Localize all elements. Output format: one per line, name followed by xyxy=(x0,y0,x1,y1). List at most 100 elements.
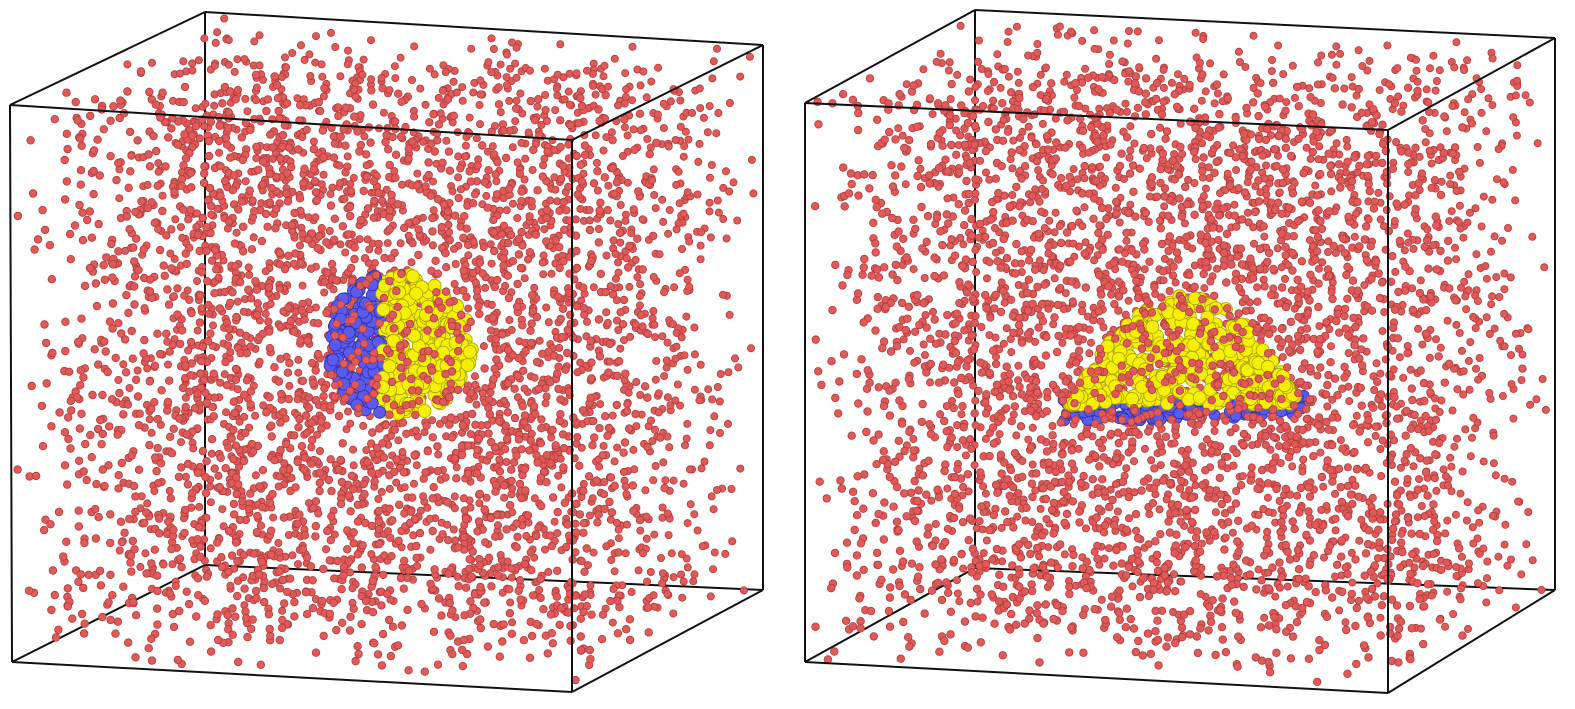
solvent-particle xyxy=(101,347,110,356)
solvent-particle xyxy=(622,625,631,634)
solvent-particle xyxy=(408,239,417,248)
solvent-particle xyxy=(77,314,86,323)
solvent-particle xyxy=(459,286,468,295)
solvent-particle xyxy=(115,194,124,203)
solvent-particle xyxy=(298,133,307,142)
solvent-particle xyxy=(218,505,227,514)
solvent-particle xyxy=(240,584,249,593)
solvent-particle xyxy=(633,234,642,243)
solvent-particle xyxy=(347,471,357,480)
solvent-particle xyxy=(593,518,602,527)
solvent-particle xyxy=(173,655,182,665)
solvent-particle xyxy=(486,240,495,249)
solvent-particle xyxy=(623,520,632,529)
solvent-particle xyxy=(124,183,133,192)
solvent-particle xyxy=(98,390,107,400)
solvent-particle xyxy=(123,638,133,647)
solvent-particle xyxy=(538,258,547,267)
solvent-particle xyxy=(704,385,713,394)
solvent-particle xyxy=(84,570,93,579)
solvent-particle xyxy=(332,276,341,285)
solvent-particle xyxy=(429,206,438,215)
solvent-particle xyxy=(395,500,404,509)
solvent-particle xyxy=(447,321,457,331)
solvent-particle xyxy=(649,306,658,315)
solvent-particle xyxy=(221,133,231,143)
solvent-particle xyxy=(379,108,388,117)
solvent-particle xyxy=(253,299,262,308)
solvent-particle xyxy=(1230,200,1239,209)
solvent-particle xyxy=(242,376,251,385)
solvent-particle xyxy=(576,645,586,655)
solvent-particle xyxy=(498,637,507,646)
solvent-particle xyxy=(466,430,475,439)
solvent-particle xyxy=(445,166,455,175)
solvent-particle xyxy=(214,471,223,480)
solvent-particle xyxy=(170,187,179,197)
solvent-particle xyxy=(428,213,437,223)
solvent-particle xyxy=(85,263,95,273)
solvent-particle xyxy=(399,468,408,477)
solvent-particle xyxy=(1317,51,1326,60)
solvent-particle xyxy=(643,603,653,612)
solvent-particle xyxy=(82,475,91,485)
solvent-particle xyxy=(438,530,447,539)
solvent-particle xyxy=(613,316,622,325)
solvent-particle xyxy=(189,444,198,453)
solvent-particle xyxy=(600,173,609,182)
solvent-particle xyxy=(216,162,225,171)
solvent-particle xyxy=(385,410,394,419)
solvent-particle xyxy=(550,517,559,526)
solvent-particle xyxy=(635,301,644,310)
solvent-particle xyxy=(463,240,473,250)
solvent-particle xyxy=(556,395,565,404)
solvent-particle xyxy=(327,486,336,496)
solvent-particle xyxy=(520,384,529,393)
solvent-particle xyxy=(727,484,736,493)
solvent-particle xyxy=(147,428,156,437)
solvent-particle xyxy=(291,483,300,492)
solvent-particle xyxy=(273,80,282,90)
solvent-particle xyxy=(294,355,303,364)
solvent-particle xyxy=(625,282,634,291)
solvent-particle xyxy=(139,518,149,528)
solvent-particle xyxy=(377,601,386,610)
solvent-particle xyxy=(242,349,251,358)
solvent-particle xyxy=(185,295,194,304)
solvent-particle xyxy=(573,368,582,377)
solvent-particle xyxy=(555,343,564,352)
solvent-particle xyxy=(647,416,656,425)
solvent-particle xyxy=(92,479,101,489)
solvent-particle xyxy=(537,415,546,424)
solvent-particle xyxy=(76,570,85,579)
solvent-particle xyxy=(153,479,163,488)
solvent-particle xyxy=(319,392,328,401)
solvent-particle xyxy=(246,387,256,396)
solvent-particle xyxy=(608,411,617,420)
solvent-particle xyxy=(106,116,115,125)
solvent-particle xyxy=(487,582,496,591)
solvent-particle xyxy=(350,254,359,264)
solvent-particle xyxy=(512,543,521,552)
solvent-particle xyxy=(210,464,219,473)
solvent-particle xyxy=(495,455,504,464)
solvent-particle xyxy=(706,173,715,182)
solvent-particle xyxy=(373,443,382,453)
solvent-particle xyxy=(104,598,113,607)
solvent-particle xyxy=(387,190,396,200)
solvent-particle xyxy=(129,257,139,266)
solvent-particle xyxy=(396,132,406,141)
solvent-particle xyxy=(607,508,617,517)
solvent-particle xyxy=(54,507,64,517)
solvent-particle xyxy=(413,561,422,570)
solvent-particle xyxy=(85,111,95,121)
solvent-particle xyxy=(391,74,400,83)
solvent-particle xyxy=(162,329,171,338)
solvent-particle xyxy=(587,358,596,367)
solvent-particle xyxy=(263,222,272,231)
solvent-particle xyxy=(254,570,263,579)
solvent-particle xyxy=(558,430,568,439)
solvent-particle xyxy=(102,253,111,262)
solvent-particle xyxy=(66,396,75,406)
solvent-particle xyxy=(468,547,477,556)
